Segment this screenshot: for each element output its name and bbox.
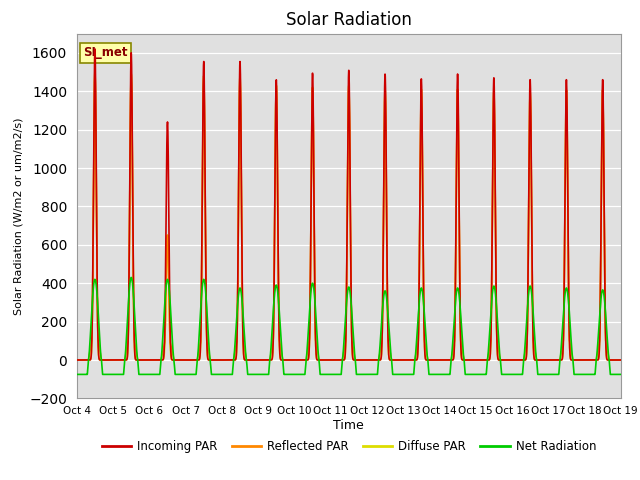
X-axis label: Time: Time [333,419,364,432]
Y-axis label: Solar Radiation (W/m2 or um/m2/s): Solar Radiation (W/m2 or um/m2/s) [13,117,24,315]
Title: Solar Radiation: Solar Radiation [286,11,412,29]
Legend: Incoming PAR, Reflected PAR, Diffuse PAR, Net Radiation: Incoming PAR, Reflected PAR, Diffuse PAR… [97,436,601,458]
Text: SI_met: SI_met [83,47,128,60]
